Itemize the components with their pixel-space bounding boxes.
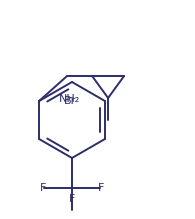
Text: NH₂: NH₂ bbox=[58, 94, 80, 104]
Text: F: F bbox=[98, 183, 104, 193]
Text: Br: Br bbox=[64, 96, 76, 106]
Text: F: F bbox=[40, 183, 46, 193]
Text: F: F bbox=[69, 194, 75, 204]
